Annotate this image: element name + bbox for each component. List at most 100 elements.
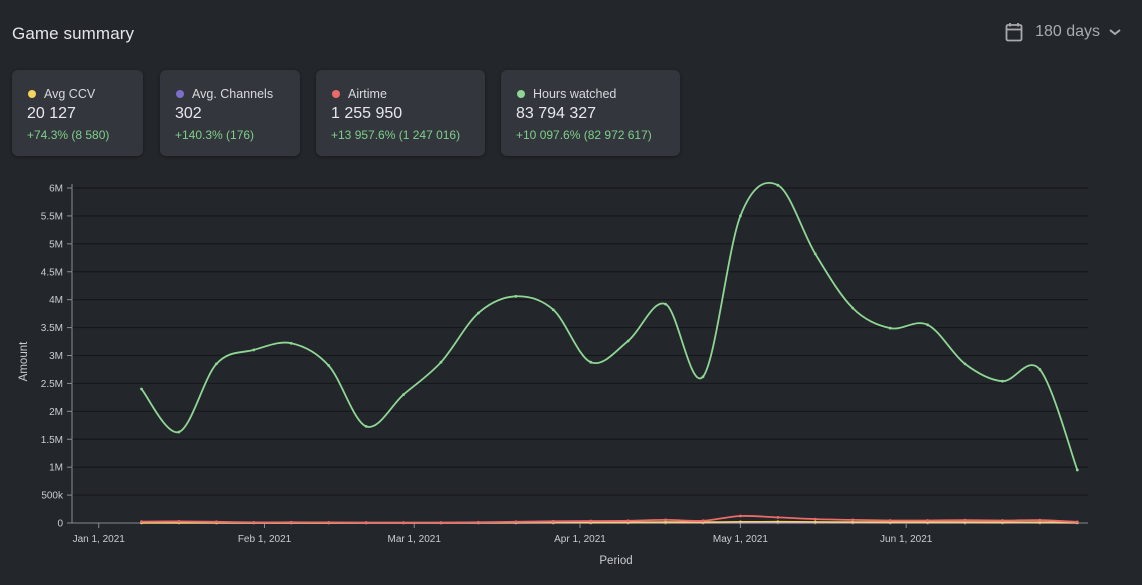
data-point-airtime (140, 520, 143, 524)
y-tick-label: 3.5M (41, 323, 63, 334)
kpi-value: 83 794 327 (516, 105, 597, 122)
data-point-hours-watched (289, 341, 293, 345)
data-point-hours-watched (551, 308, 555, 312)
data-point-airtime (589, 519, 593, 523)
green-dot-icon (517, 90, 525, 98)
x-tick-label: May 1, 2021 (713, 534, 768, 545)
kpi-value: 1 255 950 (331, 105, 403, 122)
x-tick-label: Feb 1, 2021 (238, 534, 292, 545)
data-point-avg-ccv (813, 520, 817, 524)
series-line-airtime (141, 514, 1078, 524)
data-point-hours-watched (477, 311, 480, 315)
data-point-hours-watched (402, 393, 405, 396)
data-point-hours-watched (776, 183, 780, 187)
data-point-hours-watched (140, 387, 143, 391)
data-point-airtime (177, 520, 181, 523)
kpi-label-row: Avg CCV (28, 87, 95, 101)
data-point-hours-watched (252, 348, 256, 352)
header: Game summary 180 days (12, 22, 1122, 48)
data-point-airtime (888, 519, 892, 522)
data-point-hours-watched (514, 294, 518, 298)
y-tick-label: 0 (57, 519, 63, 530)
data-point-hours-watched (701, 375, 705, 379)
data-point-airtime (701, 519, 705, 523)
data-point-hours-watched (1075, 468, 1079, 472)
kpi-card-hours-watched[interactable]: Hours watched 83 794 327 +10 097.6% (82 … (501, 70, 680, 156)
data-point-avg-ccv (776, 520, 780, 524)
kpi-delta: +13 957.6% (1 247 016) (331, 128, 461, 142)
page-title: Game summary (12, 24, 135, 43)
x-tick-label: Jan 1, 2021 (73, 534, 126, 545)
data-point-airtime (514, 520, 518, 524)
kpi-label-row: Hours watched (517, 87, 616, 101)
kpi-card-airtime[interactable]: Airtime 1 255 950 +13 957.6% (1 247 016) (316, 70, 485, 156)
y-tick-label: 4.5M (41, 267, 63, 278)
x-tick-label: Mar 1, 2021 (388, 534, 442, 545)
kpi-label-row: Avg. Channels (176, 87, 273, 101)
y-tick-label: 500k (41, 491, 64, 502)
calendar-icon (1005, 22, 1023, 42)
data-point-hours-watched (851, 306, 855, 310)
x-axis-title: Period (599, 555, 632, 567)
data-point-hours-watched (888, 326, 892, 330)
data-point-hours-watched (664, 302, 667, 306)
y-tick-label: 1.5M (41, 435, 63, 446)
kpi-value: 20 127 (27, 105, 76, 122)
data-point-airtime (664, 518, 667, 522)
data-point-airtime (851, 518, 855, 522)
kpi-label: Avg CCV (44, 87, 96, 101)
y-tick-label: 5M (49, 239, 63, 250)
data-point-hours-watched (214, 362, 218, 366)
y-axis-title: Amount (18, 341, 30, 381)
data-point-hours-watched (813, 252, 817, 256)
y-tick-label: 4M (49, 295, 63, 306)
kpi-card-avg-ccv[interactable]: Avg CCV 20 127 +74.3% (8 580) (12, 70, 143, 156)
kpi-label: Avg. Channels (192, 87, 274, 101)
data-point-hours-watched (589, 360, 593, 364)
data-point-airtime (364, 521, 368, 524)
kpi-label: Hours watched (533, 87, 617, 101)
y-tick-label: 3M (49, 351, 63, 362)
kpi-delta: +74.3% (8 580) (27, 128, 110, 142)
chevron-down-icon (1108, 27, 1122, 37)
data-point-airtime (402, 521, 405, 525)
purple-dot-icon (176, 90, 184, 98)
y-tick-label: 2M (49, 407, 63, 418)
data-point-avg-ccv (739, 520, 742, 524)
y-tick-label: 1M (49, 463, 63, 474)
yellow-dot-icon (28, 90, 36, 98)
x-tick-label: Apr 1, 2021 (554, 534, 606, 545)
line-chart: 0 500k 1M 1.5M 2M 2.5M 3M 3.5M 4M 4.5M 5M 5.5M 6M Jan… (18, 181, 1088, 567)
data-point-airtime (813, 517, 817, 521)
data-point-avg-ccv (963, 520, 967, 524)
y-tick-label: 2.5M (41, 379, 63, 390)
x-tick-label: Jun 1, 2021 (880, 534, 933, 545)
data-point-airtime (477, 520, 480, 524)
data-point-hours-watched (327, 364, 331, 367)
data-point-airtime (739, 514, 742, 518)
data-point-hours-watched (1038, 368, 1042, 371)
data-point-hours-watched (439, 360, 443, 364)
kpi-value: 302 (175, 105, 202, 122)
y-tick-label: 5.5M (41, 211, 63, 222)
data-point-hours-watched (739, 214, 742, 218)
data-point-hours-watched (963, 362, 967, 366)
data-point-airtime (776, 516, 780, 519)
y-tick-label: 6M (49, 184, 63, 195)
data-point-hours-watched (626, 339, 630, 343)
kpi-card-avg-channels[interactable]: Avg. Channels 302 +140.3% (176) (160, 70, 300, 156)
data-point-airtime (327, 521, 331, 524)
series-line-hours-watched (140, 181, 1079, 471)
data-point-airtime (626, 519, 630, 523)
data-point-hours-watched (1001, 379, 1004, 383)
range-select[interactable]: 180 days (1005, 22, 1122, 42)
range-label: 180 days (1035, 23, 1100, 40)
kpi-label-row: Airtime (332, 87, 387, 101)
data-point-airtime (551, 519, 555, 523)
data-point-hours-watched (177, 430, 181, 434)
data-point-avg-ccv (851, 520, 855, 524)
red-dot-icon (332, 90, 340, 98)
data-point-airtime (926, 519, 929, 522)
data-point-avg-ccv (664, 520, 667, 524)
data-point-hours-watched (926, 323, 929, 327)
